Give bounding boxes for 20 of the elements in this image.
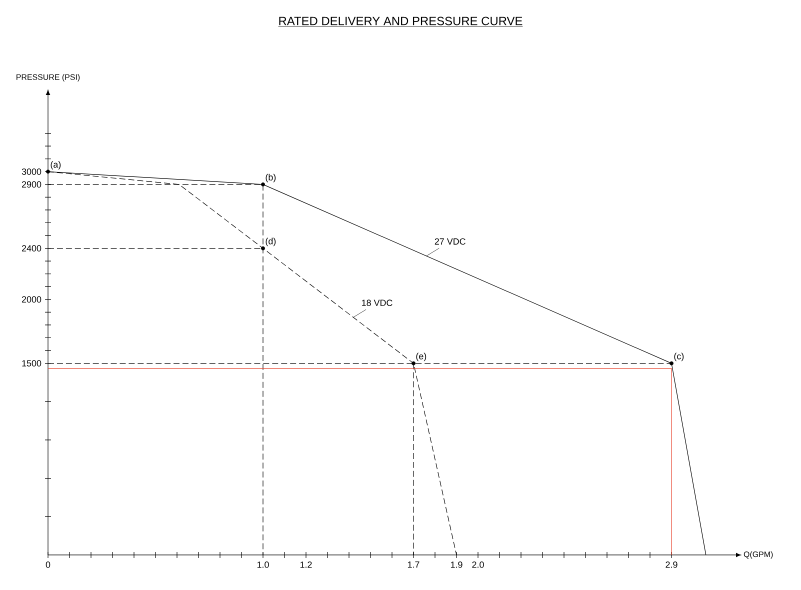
x-tick-label: 0 [46,561,50,568]
x-tick-label: 1.2 [300,561,312,568]
series-label: 27 VDC [434,238,466,245]
annotation: (a) [50,161,61,170]
x-tick-label: 1.9 [450,561,462,568]
y-tick-label: 2000 [22,296,42,303]
annotation: (b) [266,174,276,182]
annotation: (d) [266,238,276,246]
y-tick-label: 3000 [22,168,42,175]
annotation: (e) [416,352,426,362]
x-tick-label: 2.9 [666,561,678,568]
x-tick-label: 1.0 [257,561,269,568]
series-label: 18 VDC [362,300,392,306]
y-tick-label: 2400 [22,245,42,252]
y-tick-label: 2900 [22,181,42,188]
annotation: (c) [674,352,684,362]
y-tick-label: 1500 [22,360,42,366]
chart-title: RATED DELIVERY AND PRESSURE CURVE [279,16,522,26]
x-tick-label: 2.0 [472,561,484,568]
x-tick-label: 1.7 [408,561,420,568]
